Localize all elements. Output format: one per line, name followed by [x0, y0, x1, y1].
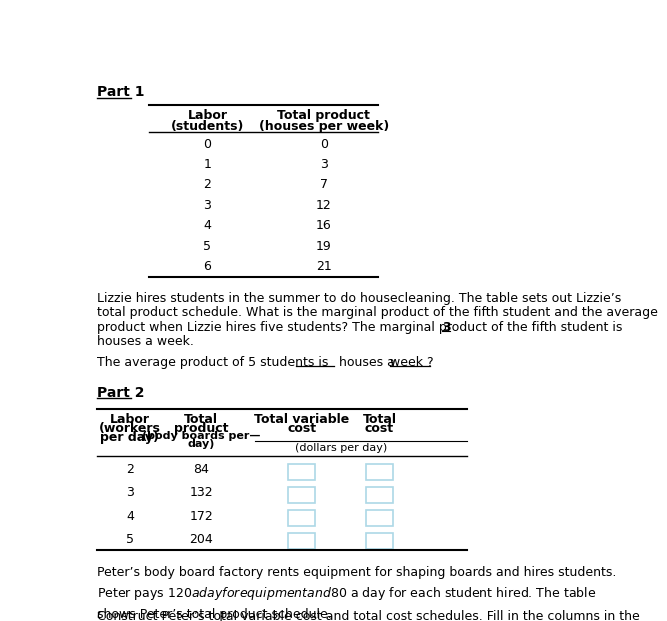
Text: houses a: houses a — [339, 356, 399, 369]
Text: 3: 3 — [126, 486, 134, 499]
Text: (students): (students) — [171, 120, 244, 133]
Text: cost: cost — [287, 422, 316, 435]
Text: 204: 204 — [189, 533, 213, 546]
Text: 172: 172 — [189, 510, 213, 522]
Text: 3: 3 — [203, 199, 211, 212]
FancyBboxPatch shape — [366, 533, 393, 549]
Text: week ?: week ? — [390, 356, 433, 369]
Text: Lizzie hires students in the summer to do housecleaning. The table sets out Lizz: Lizzie hires students in the summer to d… — [97, 292, 622, 305]
Text: 0: 0 — [203, 138, 211, 151]
Text: Total product: Total product — [277, 109, 370, 122]
FancyBboxPatch shape — [288, 510, 315, 526]
Text: per day): per day) — [101, 431, 159, 444]
Text: 19: 19 — [315, 240, 331, 253]
Text: product: product — [174, 422, 228, 435]
Text: 2: 2 — [126, 463, 134, 476]
Text: (body boards per—: (body boards per— — [142, 431, 260, 441]
Text: 21: 21 — [315, 260, 331, 273]
Text: 0: 0 — [319, 138, 327, 151]
Text: Labor: Labor — [187, 109, 227, 122]
FancyBboxPatch shape — [288, 487, 315, 502]
Text: 3: 3 — [442, 320, 451, 333]
Text: 6: 6 — [203, 260, 211, 273]
FancyBboxPatch shape — [366, 464, 393, 479]
Text: Total: Total — [184, 412, 218, 425]
Text: Part 1: Part 1 — [97, 85, 145, 99]
Text: Total variable: Total variable — [254, 412, 350, 425]
Text: 2: 2 — [203, 178, 211, 191]
Text: (dollars per day): (dollars per day) — [295, 443, 387, 453]
Text: total product schedule. What is the marginal product of the fifth student and th: total product schedule. What is the marg… — [97, 306, 658, 319]
Text: 12: 12 — [315, 199, 331, 212]
Text: 7: 7 — [319, 178, 327, 191]
Text: (workers: (workers — [99, 422, 161, 435]
FancyBboxPatch shape — [366, 510, 393, 526]
FancyBboxPatch shape — [366, 487, 393, 502]
Text: 5: 5 — [203, 240, 211, 253]
Text: cost: cost — [365, 422, 394, 435]
FancyBboxPatch shape — [288, 533, 315, 549]
Text: 84: 84 — [193, 463, 209, 476]
Text: Labor: Labor — [110, 412, 150, 425]
Text: 16: 16 — [315, 219, 331, 232]
Text: product when Lizzie hires five students? The marginal product of the fifth stude: product when Lizzie hires five students?… — [97, 320, 627, 333]
Text: 132: 132 — [189, 486, 213, 499]
Text: day): day) — [187, 438, 215, 449]
Text: 4: 4 — [203, 219, 211, 232]
Text: Construct Peter’s total variable cost and total cost schedules. Fill in the colu: Construct Peter’s total variable cost an… — [97, 610, 640, 621]
Text: 3: 3 — [319, 158, 327, 171]
Text: houses a week.: houses a week. — [97, 335, 194, 348]
Text: 4: 4 — [126, 510, 134, 522]
Text: Peter’s body board factory rents equipment for shaping boards and hires students: Peter’s body board factory rents equipme… — [97, 566, 617, 621]
Text: 5: 5 — [126, 533, 134, 546]
Text: Part 2: Part 2 — [97, 386, 145, 399]
Text: (houses per week): (houses per week) — [259, 120, 389, 133]
FancyBboxPatch shape — [288, 464, 315, 479]
Text: 1: 1 — [203, 158, 211, 171]
Text: The average product of 5 students is: The average product of 5 students is — [97, 356, 333, 369]
Text: Total: Total — [362, 412, 396, 425]
